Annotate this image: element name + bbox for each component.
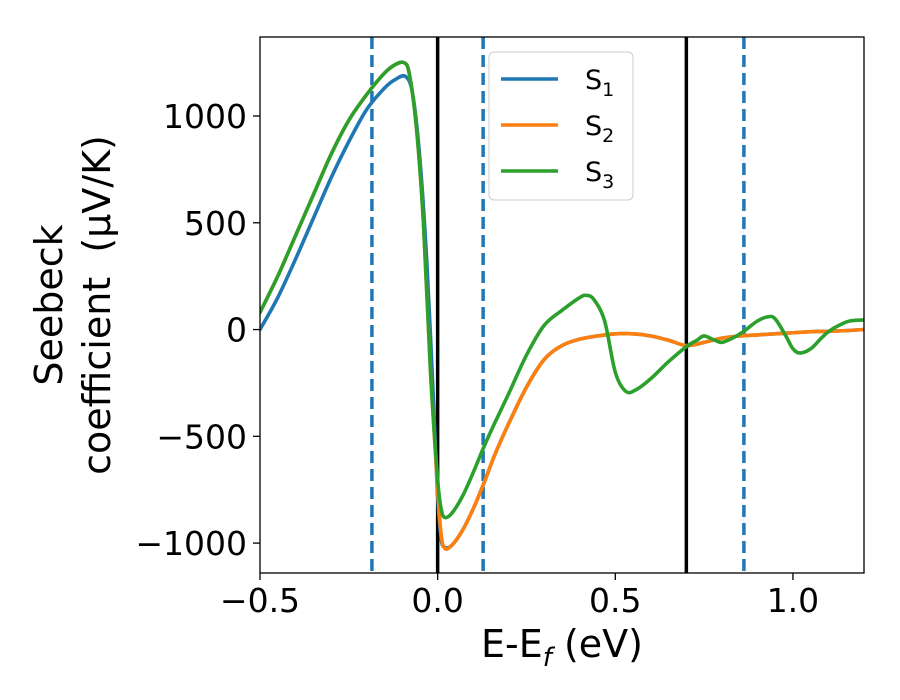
legend-box xyxy=(488,51,634,201)
y-axis-ticks: −1000 −500 0 500 1000 xyxy=(135,97,260,563)
plot-frame xyxy=(259,36,865,574)
x-tick-label: 0.0 xyxy=(411,581,463,620)
y-axis-label-line1: Seebeck xyxy=(27,224,71,385)
series-line-s3 xyxy=(260,60,864,520)
x-tick-label: 0.5 xyxy=(589,581,641,620)
legend-label-s3: S3 xyxy=(585,157,614,193)
x-tick-label: −0.5 xyxy=(220,581,300,620)
x-tick-label: 1.0 xyxy=(767,581,819,620)
y-tick-label: 500 xyxy=(184,204,247,243)
y-tick-label: 0 xyxy=(226,311,247,350)
legend: S1 S2 S3 xyxy=(488,51,634,201)
y-axis-label: Seebeck coefficient (μV/K) xyxy=(27,135,119,475)
y-tick-label: −1000 xyxy=(135,524,247,563)
x-axis-label: E-Ef (eV) xyxy=(481,622,643,673)
y-tick-label: 1000 xyxy=(163,97,247,136)
legend-label-s1: S1 xyxy=(585,65,614,101)
legend-label-s2: S2 xyxy=(585,111,614,147)
series-lines xyxy=(260,60,864,551)
y-axis-label-line2: coefficient (μV/K) xyxy=(75,135,119,475)
x-axis-ticks: −0.5 0.0 0.5 1.0 xyxy=(220,573,819,620)
y-tick-label: −500 xyxy=(156,417,247,456)
